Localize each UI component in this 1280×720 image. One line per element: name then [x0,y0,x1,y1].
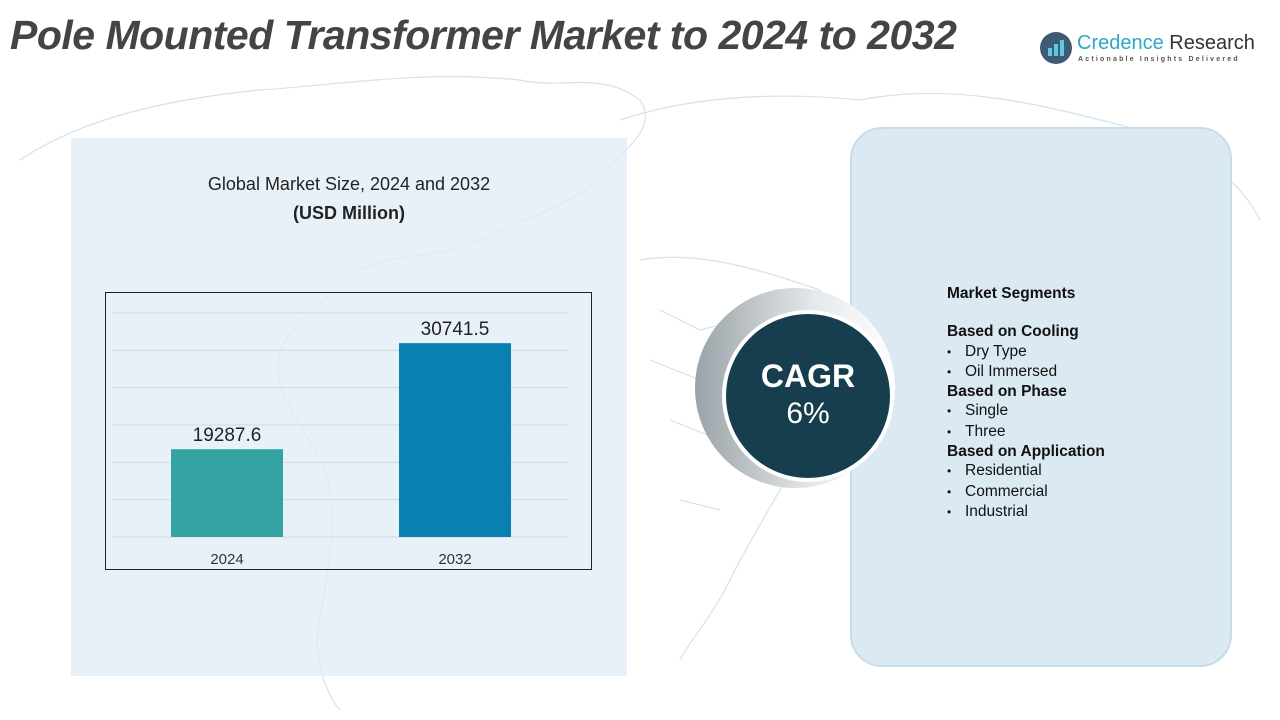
credence-research-logo: Credence Research Actionable Insights De… [1040,30,1255,70]
cagr-badge: CAGR 6% [722,310,894,482]
market-size-panel [71,138,627,676]
bar-chart-svg: 19287.6 2024 30741.5 2032 [113,312,569,568]
segment-item: Industrial [947,502,1105,522]
segments-panel [850,127,1232,667]
logo-name-part1: Credence [1077,32,1164,54]
segments-heading: Market Segments [947,285,1076,302]
segment-item: Residential [947,461,1105,481]
market-segments-list: Market Segments Based on Cooling Dry Typ… [947,284,1105,522]
x-tick-label: 2032 [438,551,471,568]
segment-item: Dry Type [947,342,1105,362]
cagr-value: 6% [786,397,830,430]
x-tick-label: 2024 [210,551,243,568]
segment-group-title: Based on Application [947,443,1105,461]
logo-name-part2: Research [1163,32,1255,54]
segment-group-title: Based on Phase [947,383,1067,401]
segment-item: Three [947,422,1105,442]
segment-item: Single [947,401,1105,421]
logo-bar-chart-icon [1040,32,1072,64]
data-label: 19287.6 [193,425,262,446]
bar-chart: 19287.6 2024 30741.5 2032 [105,292,592,570]
chart-title: Global Market Size, 2024 and 2032 [207,174,491,194]
segment-group-title: Based on Cooling [947,323,1079,341]
segment-item: Commercial [947,482,1105,502]
segment-item: Oil Immersed [947,362,1105,382]
bar-2024 [171,449,283,537]
cagr-label: CAGR [760,358,856,394]
data-label: 30741.5 [421,319,490,340]
bar-2032 [399,343,511,537]
logo-tagline: Actionable Insights Delivered [1078,56,1240,63]
chart-unit: (USD Million) [293,203,405,223]
page-title: Pole Mounted Transformer Market to 2024 … [10,12,957,58]
